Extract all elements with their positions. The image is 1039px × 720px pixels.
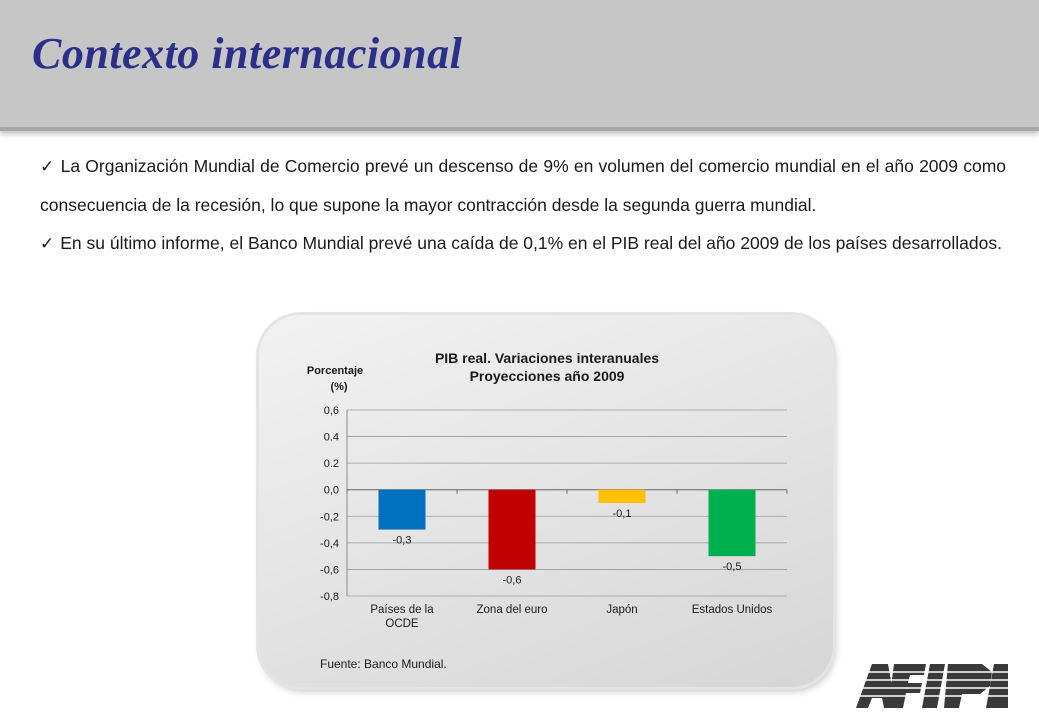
data-label: -0,3 [393, 535, 412, 547]
y-axis-label-line2: (%) [330, 381, 347, 393]
afip-logo [856, 664, 1008, 708]
bar [378, 489, 426, 530]
y-tick-label: -0,2 [320, 511, 339, 523]
y-tick-label: -0,6 [320, 564, 339, 576]
x-tick-label: Japón [606, 604, 637, 616]
title-bar: Contexto internacional [0, 0, 1039, 131]
bar-chart: PIB real. Variaciones interanuales Proye… [307, 350, 788, 630]
bullet-item: ✓ La Organización Mundial de Comercio pre… [40, 147, 1006, 224]
x-tick-label: Estados Unidos [692, 604, 773, 616]
checkmark-icon: ✓ [40, 157, 55, 176]
checkmark-icon: ✓ [40, 234, 55, 253]
bullet-text: La Organización Mundial de Comercio prev… [40, 156, 1007, 215]
y-axis-label-line1: Porcentaje [307, 365, 363, 377]
y-tick-label: 0,0 [324, 485, 339, 497]
bullet-list: ✓ La Organización Mundial de Comercio pre… [40, 147, 1006, 263]
y-tick-label: 0.2 [324, 458, 339, 470]
slide-title: Contexto internacional [32, 29, 463, 78]
data-label: -0,5 [723, 561, 742, 573]
data-label: -0,1 [613, 508, 632, 520]
x-tick-label: Zona del euro [477, 604, 548, 616]
chart-title: PIB real. Variaciones interanuales [435, 350, 659, 366]
chart-subtitle: Proyecciones año 2009 [470, 368, 625, 384]
x-tick-label: Países de la OCDE [370, 604, 434, 630]
bar [488, 489, 536, 570]
y-tick-label: -0,8 [320, 591, 339, 603]
bullet-text: En su último informe, el Banco Mundial p… [60, 233, 1002, 253]
plot-area: 0,6 0.4 0.2 0,0 -0,2 -0,4 -0,6 -0,8 -0,3 Países d… [320, 405, 788, 630]
y-tick-label: 0,6 [324, 405, 339, 417]
source-note: Fuente: Banco Mundial. [320, 657, 447, 671]
data-label: -0,6 [503, 574, 522, 586]
y-tick-label: -0,4 [320, 538, 339, 550]
chart-panel: PIB real. Variaciones interanuales Proye… [259, 315, 833, 687]
y-tick-label: 0.4 [324, 432, 339, 444]
bullet-item: ✓ En su último informe, el Banco Mundial … [40, 224, 1006, 263]
bar [708, 489, 756, 557]
bar [598, 489, 646, 503]
